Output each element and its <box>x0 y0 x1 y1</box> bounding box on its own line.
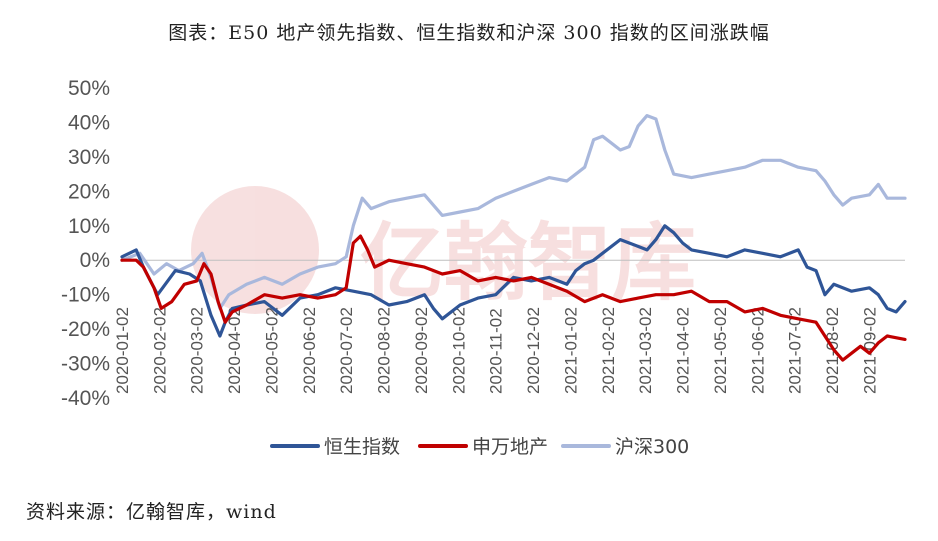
y-tick-label: 40% <box>68 111 110 134</box>
y-tick-label: 50% <box>68 77 110 100</box>
x-tick-label: 2020-08-02 <box>375 307 394 394</box>
x-tick-label: 2020-02-02 <box>150 307 169 394</box>
series-line-1 <box>120 224 907 338</box>
x-tick-label: 2020-05-02 <box>262 307 281 394</box>
y-tick-label: -10% <box>61 284 110 307</box>
x-tick-label: 2020-06-02 <box>300 307 319 394</box>
x-tick-label: 2020-12-02 <box>524 307 543 394</box>
x-tick-label: 2020-01-02 <box>113 307 132 394</box>
x-tick-label: 2021-04-02 <box>674 307 693 394</box>
x-tick-label: 2020-04-02 <box>225 307 244 394</box>
legend-label: 恒生指数 <box>324 436 400 458</box>
chart-title: 图表：E50 地产领先指数、恒生指数和沪深 300 指数的区间涨跌幅 <box>168 22 770 44</box>
y-axis: -40% -30% -20% -10% 0% 10% 20% 30% 40% 50% <box>61 77 110 410</box>
x-tick-label: 2021-01-02 <box>561 307 580 394</box>
y-tick-label: 0% <box>80 249 110 272</box>
x-tick-label: 2020-03-02 <box>188 307 207 394</box>
x-tick-label: 2021-07-02 <box>786 307 805 394</box>
series-line-3 <box>120 113 907 310</box>
series-line-2 <box>120 234 907 362</box>
y-tick-label: 20% <box>68 180 110 203</box>
x-tick-label: 2021-03-02 <box>636 307 655 394</box>
x-tick-label: 2020-07-02 <box>337 307 356 394</box>
x-tick-label: 2021-02-02 <box>599 307 618 394</box>
y-tick-label: 30% <box>68 146 110 169</box>
x-tick-label: 2021-05-02 <box>711 307 730 394</box>
legend: 恒生指数 申万地产 沪深300 <box>270 436 689 458</box>
y-tick-label: -40% <box>61 387 110 410</box>
x-tick-label: 2021-06-02 <box>748 307 767 394</box>
y-tick-label: 10% <box>68 215 110 238</box>
x-tick-label: 2020-10-02 <box>449 307 468 394</box>
x-axis: 2020-01-02 2020-02-02 2020-03-02 2020-04-02… <box>113 259 905 394</box>
line-chart: 亿翰智库 -40% -30% -20% -10% 0% 10% 20% 30% 40% 50% 2… <box>61 77 907 458</box>
y-tick-label: -30% <box>61 353 110 376</box>
source-note: 资料来源：亿翰智库，wind <box>26 501 277 523</box>
series-lines <box>120 113 907 362</box>
watermark-text: 亿翰智库 <box>360 214 696 312</box>
y-tick-label: -20% <box>61 318 110 341</box>
x-tick-label: 2020-11-02 <box>487 308 506 394</box>
x-tick-label: 2020-09-02 <box>412 307 431 394</box>
legend-label: 申万地产 <box>472 436 548 458</box>
legend-label: 沪深300 <box>615 436 689 458</box>
